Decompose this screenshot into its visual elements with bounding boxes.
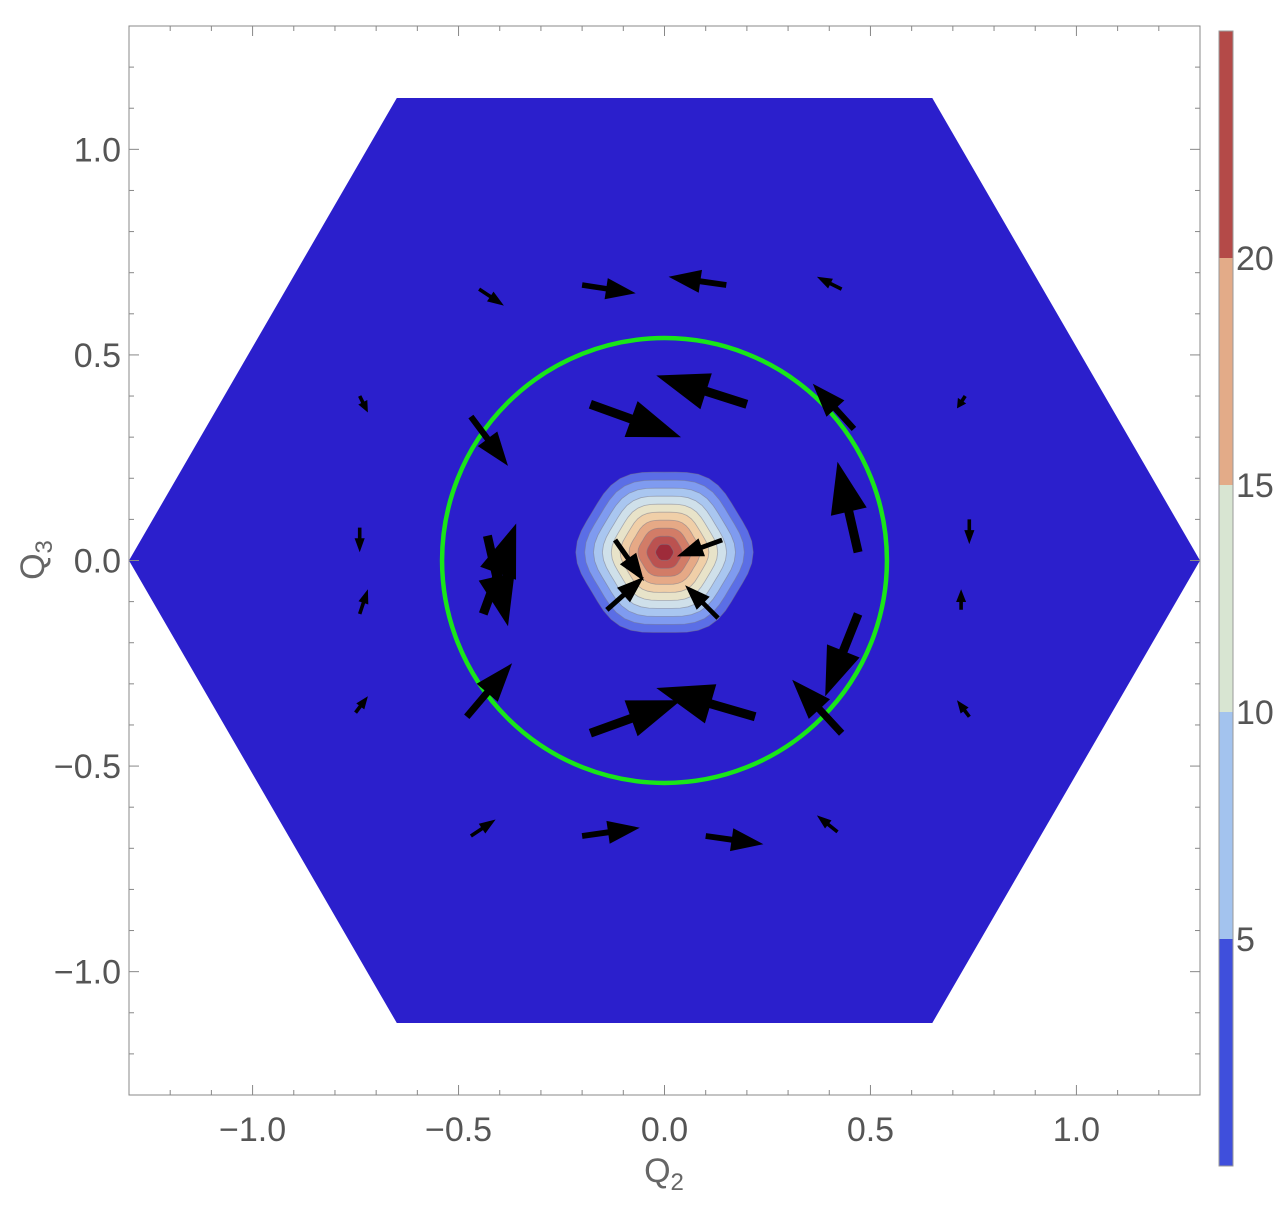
vector-arrow xyxy=(605,576,644,612)
axis-ticks xyxy=(128,25,1201,1096)
vector-arrow xyxy=(581,278,636,300)
vector-arrow xyxy=(668,269,727,293)
x-tick-label: −0.5 xyxy=(425,1111,492,1149)
y-axis-label: Q3 xyxy=(14,540,58,580)
vector-arrow xyxy=(676,537,723,557)
colorbar: 5 10 15 20 xyxy=(1218,30,1274,1167)
vector-arrow xyxy=(656,684,757,724)
vector-arrow xyxy=(358,589,369,615)
y-tick-label: −1.0 xyxy=(54,954,121,992)
vector-arrow xyxy=(957,700,971,718)
vector-arrow xyxy=(816,815,839,834)
reference-circle xyxy=(439,335,890,786)
vector-arrow xyxy=(816,276,843,291)
plot-area xyxy=(129,98,1200,1023)
vector-arrow xyxy=(479,523,517,616)
vector-arrow xyxy=(588,700,681,738)
x-tick-label: 1.0 xyxy=(1053,1111,1100,1149)
vector-arrow xyxy=(468,414,508,466)
vector-arrow xyxy=(825,612,863,697)
vector-arrow xyxy=(581,820,640,844)
vector-arrow xyxy=(812,383,857,431)
colorbar-band-4 xyxy=(1219,31,1233,258)
vector-arrow xyxy=(478,287,504,306)
y-tick-label: −0.5 xyxy=(54,748,121,786)
x-tick-label: 0.0 xyxy=(641,1111,688,1149)
x-axis-label: Q2 xyxy=(644,1152,684,1196)
colorbar-band-1 xyxy=(1219,712,1233,939)
vector-arrow xyxy=(588,400,681,438)
y-tick-label: 0.5 xyxy=(74,337,121,375)
x-tick-label: −1.0 xyxy=(219,1111,286,1149)
vector-arrow xyxy=(964,519,975,545)
vector-arrow xyxy=(792,679,845,736)
y-tick-label: 1.0 xyxy=(74,131,121,169)
vector-arrow xyxy=(656,373,749,410)
vector-field xyxy=(354,269,975,852)
vector-arrow xyxy=(358,395,368,413)
contour-level-10 xyxy=(655,543,674,561)
vector-arrow xyxy=(469,819,496,838)
colorbar-band-3 xyxy=(1219,258,1233,485)
colorbar-tick-label: 15 xyxy=(1236,467,1274,505)
contour-layer xyxy=(575,471,754,633)
colorbar-band-2 xyxy=(1219,485,1233,712)
colorbar-band-0 xyxy=(1219,939,1233,1166)
vector-arrow xyxy=(956,589,967,610)
x-tick-label: 0.5 xyxy=(847,1111,894,1149)
vector-arrow xyxy=(957,395,967,409)
axis-tick-labels: −1.0 −0.5 0.0 0.5 1.0 −1.0 −0.5 0.0 0.5 1.0 xyxy=(54,131,1100,1149)
colorbar-tick-label: 5 xyxy=(1236,921,1255,959)
vector-arrow xyxy=(354,696,368,714)
vector-arrow xyxy=(354,527,365,553)
colorbar-tick-label: 20 xyxy=(1236,240,1274,278)
vector-arrow xyxy=(685,585,720,620)
vector-arrow xyxy=(464,663,513,719)
y-tick-label: 0.0 xyxy=(74,543,121,581)
vector-arrow xyxy=(613,538,644,582)
colorbar-tick-label: 10 xyxy=(1236,694,1274,732)
colorbar-frame xyxy=(1218,30,1234,1167)
vector-arrow xyxy=(830,461,867,554)
vector-arrow xyxy=(705,828,764,852)
